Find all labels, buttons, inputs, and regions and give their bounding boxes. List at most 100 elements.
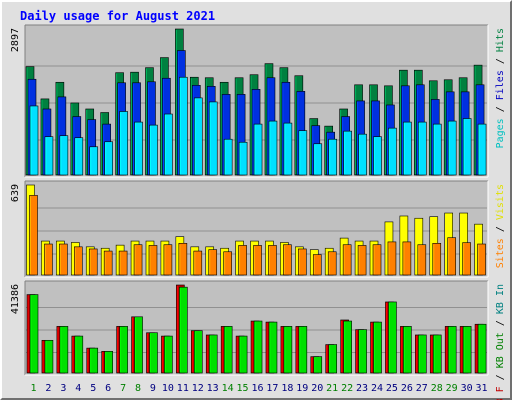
bar-pages-6 xyxy=(104,141,113,176)
legend-hits-files-pages: Pages / Files / Hits xyxy=(495,28,506,148)
bar-kb-out-15 xyxy=(238,335,248,374)
bar-kb-out-8 xyxy=(134,316,143,374)
x-tick-label: 2 xyxy=(45,383,51,394)
bar-sites-9 xyxy=(148,245,158,276)
x-tick-label: 16 xyxy=(251,383,263,394)
x-tick-label: 12 xyxy=(192,383,204,394)
legend-item: Files xyxy=(495,70,506,100)
legend-item: Hits xyxy=(495,28,506,52)
bar-pages-2 xyxy=(44,136,54,176)
bar-pages-1 xyxy=(29,105,39,176)
x-tick-label: 9 xyxy=(150,383,156,394)
x-tick-label: 6 xyxy=(105,383,111,394)
bar-pages-4 xyxy=(74,137,84,176)
x-tick-label: 18 xyxy=(281,383,293,394)
x-tick-label: 4 xyxy=(75,383,81,394)
x-tick-label: 29 xyxy=(446,383,458,394)
bar-kb-out-17 xyxy=(268,321,278,374)
x-tick-label: 30 xyxy=(461,383,473,394)
bar-sites-1 xyxy=(29,195,38,276)
bar-pages-14 xyxy=(223,138,233,176)
bar-pages-9 xyxy=(149,124,158,176)
x-tick-label: 8 xyxy=(135,383,141,394)
bar-pages-18 xyxy=(283,122,293,176)
bar-pages-8 xyxy=(134,121,143,176)
legend-item: Visits xyxy=(495,184,506,220)
x-tick-label: 22 xyxy=(341,383,353,394)
bar-kb-out-19 xyxy=(298,326,308,374)
legend-item: Pages xyxy=(495,118,506,148)
bar-pages-25 xyxy=(388,127,397,176)
bar-sites-14 xyxy=(223,251,232,276)
x-tick-label: 19 xyxy=(296,383,308,394)
bar-pages-21 xyxy=(328,138,338,176)
x-tick-label: 3 xyxy=(60,383,66,394)
x-tick-label: 23 xyxy=(356,383,368,394)
x-tick-label: 11 xyxy=(177,383,189,394)
x-tick-label: 15 xyxy=(237,383,249,394)
bar-pages-28 xyxy=(432,123,442,176)
bar-sites-15 xyxy=(238,245,247,276)
bar-kb-out-28 xyxy=(432,334,442,374)
bar-sites-17 xyxy=(268,245,277,276)
bar-kb-out-1 xyxy=(29,294,39,374)
x-tick-label: 13 xyxy=(207,383,219,394)
bar-kb-out-20 xyxy=(313,356,323,374)
bar-sites-7 xyxy=(118,250,128,276)
x-tick-label: 27 xyxy=(416,383,428,394)
legend-item: / xyxy=(495,100,506,118)
bar-pages-27 xyxy=(418,121,427,176)
y-max-label: 2897 xyxy=(10,28,21,52)
bar-pages-5 xyxy=(89,146,99,176)
bar-pages-31 xyxy=(477,123,487,176)
bar-kb-out-14 xyxy=(223,326,233,374)
bar-sites-18 xyxy=(283,244,292,276)
bar-sites-12 xyxy=(193,250,203,276)
bar-kb-out-22 xyxy=(343,320,352,374)
bar-kb-out-23 xyxy=(358,329,367,374)
bar-sites-11 xyxy=(178,243,188,276)
bar-pages-30 xyxy=(462,118,472,176)
bar-pages-16 xyxy=(253,123,263,176)
bar-pages-26 xyxy=(403,121,412,176)
bar-pages-19 xyxy=(298,130,308,176)
bar-kb-out-9 xyxy=(149,332,158,374)
bar-sites-16 xyxy=(253,245,262,276)
bar-sites-31 xyxy=(477,243,486,276)
bar-sites-21 xyxy=(327,251,337,276)
bar-sites-25 xyxy=(387,241,397,276)
bar-sites-24 xyxy=(372,244,382,276)
bar-kb-out-18 xyxy=(283,326,293,374)
bar-kb-out-6 xyxy=(104,351,113,374)
bar-kb-out-10 xyxy=(164,335,173,374)
bar-pages-22 xyxy=(343,130,352,176)
bar-pages-24 xyxy=(373,136,382,176)
bar-sites-13 xyxy=(208,249,218,276)
legend-item: Sites xyxy=(495,238,506,268)
legend-item: KB In xyxy=(495,284,506,314)
bar-kb-out-29 xyxy=(447,326,457,374)
bar-kb-out-4 xyxy=(74,335,84,374)
bar-kb-out-27 xyxy=(418,334,427,374)
x-tick-label: 31 xyxy=(476,383,488,394)
x-tick-label: 25 xyxy=(386,383,398,394)
bar-sites-29 xyxy=(447,237,456,276)
bar-kb-out-31 xyxy=(477,323,487,374)
x-tick-label: 24 xyxy=(371,383,383,394)
chart-title: Daily usage for August 2021 xyxy=(20,9,215,23)
x-tick-label: 26 xyxy=(401,383,413,394)
bar-sites-20 xyxy=(312,254,322,276)
bar-sites-4 xyxy=(74,246,83,276)
bar-pages-20 xyxy=(313,143,323,176)
bar-sites-26 xyxy=(402,241,412,276)
y-max-label: 41386 xyxy=(10,284,21,314)
x-tick-label: 10 xyxy=(162,383,174,394)
bar-pages-12 xyxy=(193,97,203,176)
bar-sites-22 xyxy=(342,244,352,276)
legend-visits-sites: Sites / Visits xyxy=(495,184,506,268)
bar-kb-out-24 xyxy=(373,321,382,374)
x-tick-label: 5 xyxy=(90,383,96,394)
bar-pages-10 xyxy=(164,113,173,176)
bar-pages-23 xyxy=(358,133,367,176)
